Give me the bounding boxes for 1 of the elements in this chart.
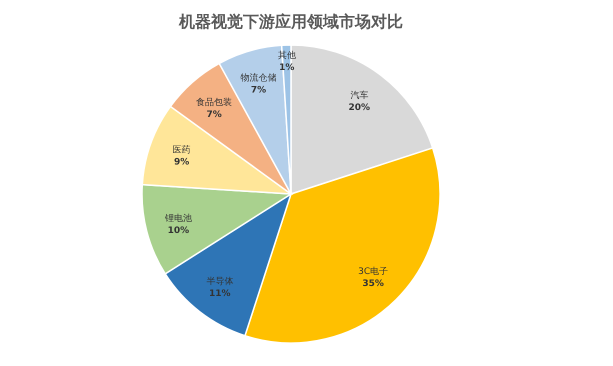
chart-title: 机器视觉下游应用领域市场对比: [178, 12, 403, 31]
